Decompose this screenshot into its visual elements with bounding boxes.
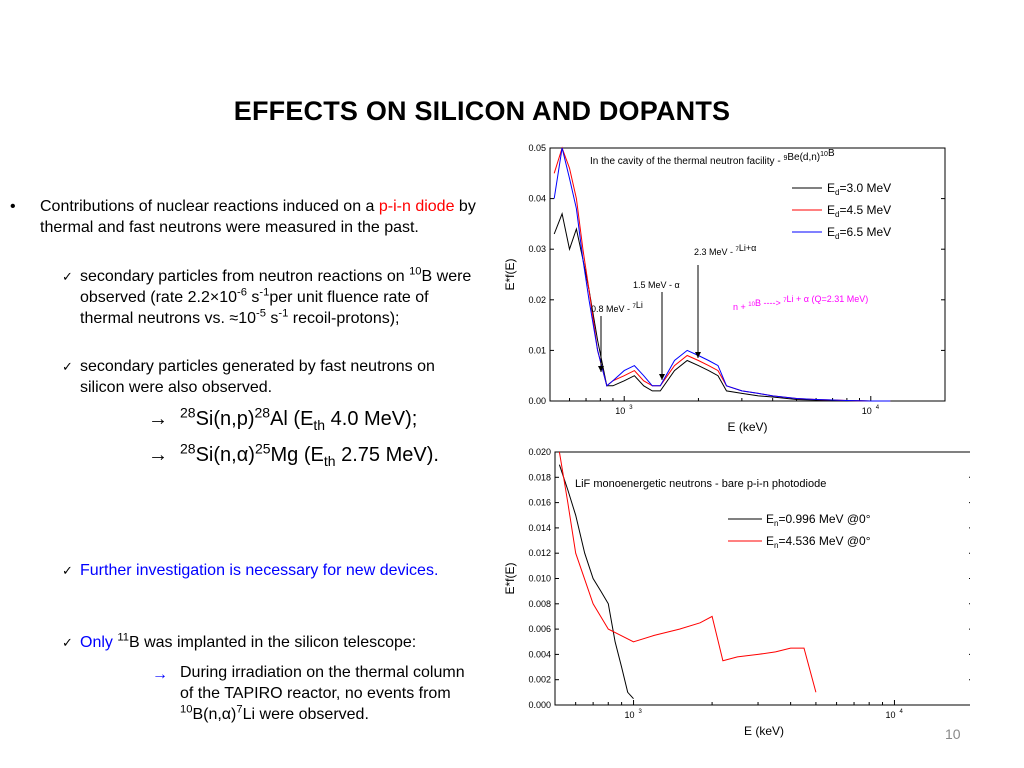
reaction-si-n-p: 28Si(n,p)28Al (Eth 4.0 MeV);: [180, 404, 418, 433]
annotation-2-3-mev: 2.3 MeV - 7Li+α: [694, 243, 756, 257]
x-axis-label: E (keV): [744, 724, 784, 738]
x-axis-label: E (keV): [727, 420, 767, 434]
y-tick-label: 0.010: [528, 574, 551, 584]
chart-lif-monoenergetic: 0.000 0.002 0.004 0.006 0.008 0.010 0.012 0.014…: [503, 447, 970, 738]
x-tick-label: 10: [615, 406, 625, 416]
annotation-arrowhead: [659, 374, 665, 380]
y-tick-label: 0.016: [528, 498, 551, 508]
legend-label: En=0.996 MeV @0°: [766, 512, 871, 528]
y-axis-label: E*f(E): [503, 562, 517, 594]
check-icon: ✓: [62, 269, 73, 284]
y-tick-label: 0.012: [528, 548, 551, 558]
arrow-icon: →: [152, 666, 168, 683]
y-tick-label: 0.000: [528, 700, 551, 710]
y-tick-label: 0.006: [528, 624, 551, 634]
reaction-si-n-alpha: 28Si(n,α)25Mg (Eth 2.75 MeV).: [180, 440, 439, 469]
chart-title: LiF monoenergetic neutrons - bare p-i-n …: [575, 478, 826, 490]
annotation-arrowhead: [695, 352, 701, 358]
check-icon: ✓: [62, 359, 73, 374]
x-tick-label: 10: [625, 710, 635, 720]
legend-label: Ed=4.5 MeV: [827, 203, 891, 219]
bullet-dot: •: [10, 198, 16, 215]
chart-title: In the cavity of the thermal neutron fac…: [590, 148, 835, 167]
y-tick-label: 0.018: [528, 472, 551, 482]
x-tick-label: 10: [862, 406, 872, 416]
chart-thermal-facility: 0.00 0.01 0.02 0.03 0.04 0.05 10 3 10 4 E (keV) E*f…: [503, 143, 946, 434]
x-tick-label: 10: [885, 710, 895, 720]
check-item-boron: secondary particles from neutron reactio…: [80, 265, 472, 327]
check-item-only-b11: Only 11B was implanted in the silicon te…: [80, 631, 417, 651]
annotation-0-8-mev: 0.8 MeV - 7Li: [591, 300, 643, 314]
tapiro-irradiation-note: During irradiation on the thermal column…: [180, 664, 465, 723]
series-line: [553, 212, 891, 402]
legend-label: Ed=6.5 MeV: [827, 225, 891, 241]
slide-number: 10: [945, 726, 961, 742]
series-line: [553, 147, 891, 402]
legend-label: En=4.536 MeV @0°: [766, 534, 871, 550]
annotation-1-5-mev: 1.5 MeV - α: [633, 280, 680, 290]
x-tick-exponent: 4: [876, 405, 880, 411]
y-tick-label: 0.008: [528, 599, 551, 609]
plot-frame: [549, 147, 946, 402]
series-line: [558, 451, 817, 693]
annotation-arrowhead: [598, 366, 604, 372]
check-icon: ✓: [62, 563, 73, 578]
y-tick-label: 0.01: [528, 345, 546, 355]
y-tick-label: 0.04: [528, 194, 546, 204]
y-tick-label: 0.002: [528, 675, 551, 685]
x-tick-exponent: 3: [629, 405, 633, 411]
check-item-fast-neutrons: secondary particles generated by fast ne…: [80, 358, 435, 396]
arrow-icon: →: [148, 444, 168, 466]
y-tick-label: 0.00: [528, 396, 546, 406]
y-axis-label: E*f(E): [503, 258, 517, 290]
check-icon: ✓: [62, 635, 73, 650]
arrow-icon: →: [148, 408, 168, 430]
slide-title: EFFECTS ON SILICON AND DOPANTS: [233, 96, 731, 126]
legend-label: Ed=3.0 MeV: [827, 181, 891, 197]
y-tick-label: 0.004: [528, 649, 551, 659]
check-item-further-investigation: Further investigation is necessary for n…: [80, 562, 439, 579]
x-tick-exponent: 3: [639, 709, 643, 715]
reaction-annotation: n + 10B ----> 7Li + α (Q=2.31 MeV): [733, 294, 868, 312]
x-tick-exponent: 4: [899, 709, 903, 715]
y-tick-label: 0.02: [528, 295, 546, 305]
y-tick-label: 0.05: [528, 143, 546, 153]
y-tick-label: 0.03: [528, 244, 546, 254]
series-line: [558, 464, 634, 700]
y-tick-label: 0.020: [528, 447, 551, 457]
bullet-pin-diode: Contributions of nuclear reactions induc…: [40, 198, 476, 236]
y-tick-label: 0.014: [528, 523, 551, 533]
